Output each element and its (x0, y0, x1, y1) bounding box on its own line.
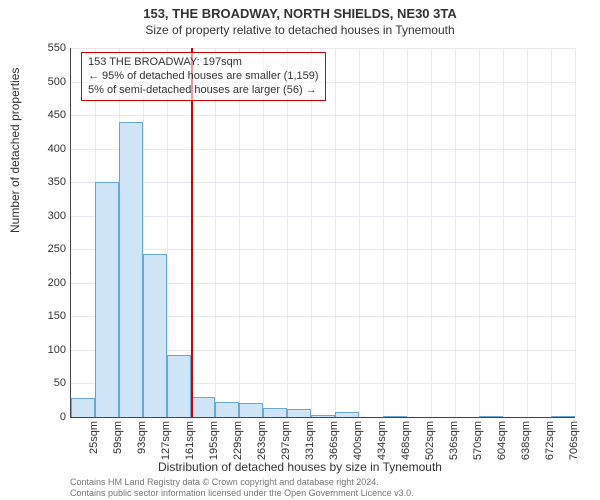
x-tick: 331sqm (304, 421, 316, 460)
x-tick: 161sqm (184, 421, 196, 460)
x-tick: 638sqm (520, 421, 532, 460)
grid-vline (431, 48, 432, 417)
grid-vline (479, 48, 480, 417)
histogram-bar (71, 398, 95, 417)
y-tick: 350 (26, 176, 66, 188)
histogram-bar (335, 412, 359, 417)
grid-vline (383, 48, 384, 417)
annotation-line-2: ← 95% of detached houses are smaller (1,… (88, 70, 319, 84)
y-tick: 300 (26, 210, 66, 222)
histogram-bar (383, 416, 407, 417)
x-tick: 468sqm (400, 421, 412, 460)
x-tick: 502sqm (424, 421, 436, 460)
plot-area: 153 THE BROADWAY: 197sqm← 95% of detache… (70, 48, 575, 418)
grid-vline (215, 48, 216, 417)
x-tick: 706sqm (568, 421, 580, 460)
grid-vline (335, 48, 336, 417)
histogram-bar (263, 408, 287, 417)
histogram-bar (239, 403, 263, 417)
histogram-bar (287, 409, 311, 417)
x-tick: 127sqm (160, 421, 172, 460)
histogram-bar (95, 182, 119, 417)
x-tick: 297sqm (280, 421, 292, 460)
grid-hline (71, 216, 575, 217)
histogram-bar (215, 402, 239, 417)
grid-vline (263, 48, 264, 417)
y-tick: 400 (26, 143, 66, 155)
histogram-bar (119, 122, 143, 417)
x-tick: 25sqm (88, 421, 100, 454)
chart-container: { "chart": { "type": "histogram", "title… (0, 0, 600, 500)
x-tick: 400sqm (352, 421, 364, 460)
x-tick: 195sqm (208, 421, 220, 460)
histogram-bar (167, 355, 191, 417)
y-tick: 150 (26, 310, 66, 322)
footer-line-1: Contains HM Land Registry data © Crown c… (70, 477, 414, 487)
y-axis-label: Number of detached properties (8, 68, 22, 233)
x-tick: 570sqm (472, 421, 484, 460)
annotation-line-1: 153 THE BROADWAY: 197sqm (88, 56, 319, 70)
grid-vline (527, 48, 528, 417)
x-tick: 263sqm (256, 421, 268, 460)
grid-vline (575, 48, 576, 417)
footer: Contains HM Land Registry data © Crown c… (70, 477, 414, 498)
annotation-line-3: 5% of semi-detached houses are larger (5… (88, 84, 319, 98)
y-tick: 500 (26, 76, 66, 88)
grid-hline (71, 115, 575, 116)
grid-hline (71, 182, 575, 183)
grid-hline (71, 149, 575, 150)
grid-vline (455, 48, 456, 417)
x-tick: 672sqm (544, 421, 556, 460)
x-tick: 59sqm (112, 421, 124, 454)
grid-vline (503, 48, 504, 417)
grid-hline (71, 48, 575, 49)
y-tick: 450 (26, 109, 66, 121)
x-tick: 229sqm (232, 421, 244, 460)
x-tick: 604sqm (496, 421, 508, 460)
chart-title: 153, THE BROADWAY, NORTH SHIELDS, NE30 3… (0, 0, 600, 21)
y-tick: 550 (26, 42, 66, 54)
y-tick: 0 (26, 411, 66, 423)
annotation-box: 153 THE BROADWAY: 197sqm← 95% of detache… (81, 52, 326, 101)
histogram-bar (143, 254, 167, 417)
histogram-bar (551, 416, 575, 417)
grid-vline (551, 48, 552, 417)
x-tick: 366sqm (328, 421, 340, 460)
grid-hline (71, 249, 575, 250)
histogram-bar (479, 416, 503, 417)
y-tick: 100 (26, 344, 66, 356)
y-tick: 200 (26, 277, 66, 289)
y-tick: 50 (26, 377, 66, 389)
x-axis-label: Distribution of detached houses by size … (0, 460, 600, 474)
y-tick: 250 (26, 243, 66, 255)
grid-vline (287, 48, 288, 417)
x-tick: 93sqm (136, 421, 148, 454)
histogram-bar (191, 397, 215, 417)
grid-vline (359, 48, 360, 417)
histogram-bar (311, 415, 335, 417)
grid-vline (311, 48, 312, 417)
reference-line (191, 48, 193, 417)
footer-line-2: Contains public sector information licen… (70, 488, 414, 498)
grid-vline (239, 48, 240, 417)
grid-vline (407, 48, 408, 417)
chart-subtitle: Size of property relative to detached ho… (0, 21, 600, 37)
x-tick: 536sqm (448, 421, 460, 460)
x-tick: 434sqm (376, 421, 388, 460)
